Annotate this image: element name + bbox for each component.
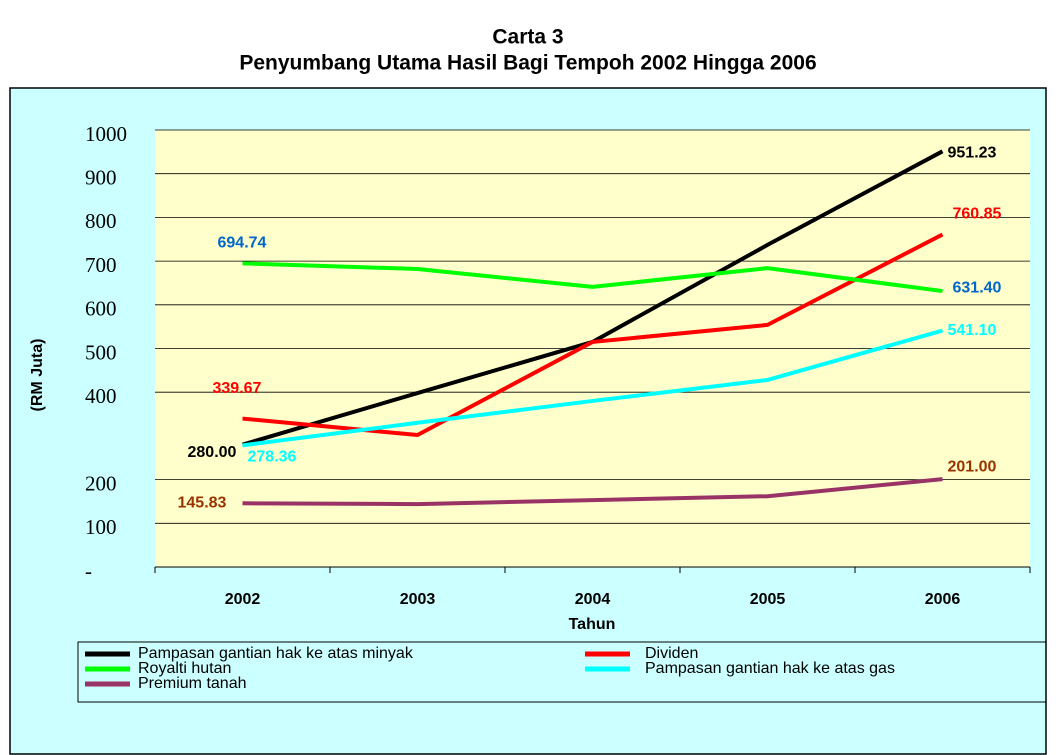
legend-label: Pampasan gantian hak ke atas minyak: [138, 645, 414, 662]
data-label: 541.10: [948, 322, 997, 339]
chart-subtitle: Penyumbang Utama Hasil Bagi Tempoh 2002 …: [239, 52, 816, 75]
series-line: [242, 477, 943, 507]
y-tick-label: 600: [85, 297, 117, 321]
y-tick-label: 400: [85, 384, 117, 408]
data-label: 951.23: [948, 145, 997, 162]
series-line: [242, 261, 943, 294]
data-label: 278.36: [248, 449, 297, 466]
y-tick-label: 1000: [85, 122, 127, 146]
x-tick-label: 2004: [575, 591, 611, 608]
legend-label: Royalti hutan: [138, 660, 231, 677]
data-label: 694.74: [218, 235, 267, 252]
x-tick-label: 2002: [225, 591, 261, 608]
legend-box: [77, 641, 1047, 703]
y-tick-label: 500: [85, 340, 117, 364]
data-label: 201.00: [948, 458, 997, 475]
y-tick-label: -: [85, 559, 92, 583]
x-axis-title: Tahun: [569, 616, 616, 633]
y-axis-title: (RM Juta): [29, 339, 46, 412]
y-tick-label: 800: [85, 209, 117, 233]
chart-title: Carta 3: [492, 26, 563, 49]
y-tick-label: 200: [85, 471, 117, 495]
x-tick-label: 2005: [750, 591, 786, 608]
y-tick-label: 900: [85, 166, 117, 190]
legend-label: Dividen: [645, 645, 698, 662]
data-label: 631.40: [953, 279, 1002, 296]
data-label: 339.67: [213, 380, 262, 397]
series-line: [242, 328, 944, 448]
legend-label: Pampasan gantian hak ke atas gas: [645, 660, 895, 677]
data-label: 760.85: [953, 206, 1002, 223]
legend-label: Premium tanah: [138, 675, 247, 692]
y-tick-label: 700: [85, 253, 117, 277]
x-tick-label: 2006: [925, 591, 961, 608]
data-label: 280.00: [188, 444, 237, 461]
data-label: 145.83: [178, 494, 227, 511]
x-tick-label: 2003: [400, 591, 436, 608]
y-tick-label: 100: [85, 515, 117, 539]
